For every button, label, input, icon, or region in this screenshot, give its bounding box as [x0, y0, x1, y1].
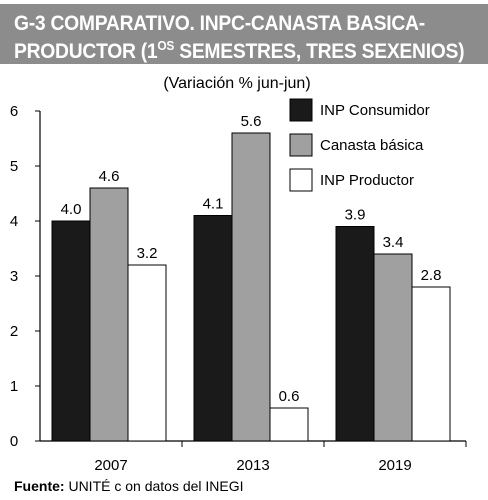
source-note: Fuente: UNITÉ c on datos del INEGI — [14, 478, 244, 494]
y-tick-label: 1 — [10, 378, 18, 395]
chart-title-line-2: PRODUCTOR (1OS SEMESTRES, TRES SEXENIOS) — [14, 38, 465, 63]
bar-0-0 — [51, 220, 91, 442]
bar-2-1 — [269, 407, 309, 442]
legend-label: INP Productor — [320, 172, 414, 189]
data-label: 3.9 — [345, 207, 366, 224]
legend-label: Canasta básica — [320, 137, 424, 154]
bar-chart: (Variación % jun-jun) 0 1 2 3 4 5 6 2007 2013 2019… — [10, 75, 467, 474]
data-label: 4.0 — [61, 201, 82, 218]
bar-1-0 — [89, 187, 129, 442]
source-label: Fuente: — [14, 478, 65, 494]
data-label: 3.4 — [383, 234, 404, 251]
y-tick-label: 4 — [10, 213, 18, 230]
x-tick-label: 2007 — [94, 457, 127, 474]
bar-2-2 — [411, 286, 451, 442]
chart-subtitle: (Variación % jun-jun) — [163, 75, 310, 92]
legend-swatch — [289, 133, 313, 157]
legend-swatch — [289, 168, 313, 192]
bar-1-1 — [231, 132, 271, 442]
x-tick-label: 2019 — [378, 457, 411, 474]
data-label: 5.6 — [241, 113, 262, 130]
bar-0-1 — [193, 215, 233, 442]
bar-2-0 — [127, 264, 167, 442]
bar-0-2 — [335, 226, 375, 442]
y-tick-label: 3 — [10, 268, 18, 285]
y-tick-label: 0 — [10, 433, 18, 450]
data-label: 3.2 — [137, 245, 158, 262]
x-tick-label: 2013 — [236, 457, 269, 474]
data-label: 4.6 — [99, 168, 120, 185]
y-tick-label: 5 — [10, 158, 18, 175]
title-superscript: OS — [157, 38, 175, 53]
title-bar: G-3 COMPARATIVO. INPC-CANASTA BASICA- PR… — [0, 4, 488, 64]
legend-label: INP Consumidor — [320, 102, 430, 119]
source-text: UNITÉ c on datos del INEGI — [68, 478, 244, 494]
legend-swatch — [289, 98, 313, 122]
y-tick-label: 2 — [10, 323, 18, 340]
data-label: 4.1 — [203, 196, 224, 213]
y-tick-label: 6 — [10, 103, 18, 120]
data-label: 2.8 — [421, 267, 442, 284]
chart-title-line-1: G-3 COMPARATIVO. INPC-CANASTA BASICA- — [14, 12, 425, 35]
data-label: 0.6 — [279, 388, 300, 405]
bar-1-2 — [373, 253, 413, 442]
